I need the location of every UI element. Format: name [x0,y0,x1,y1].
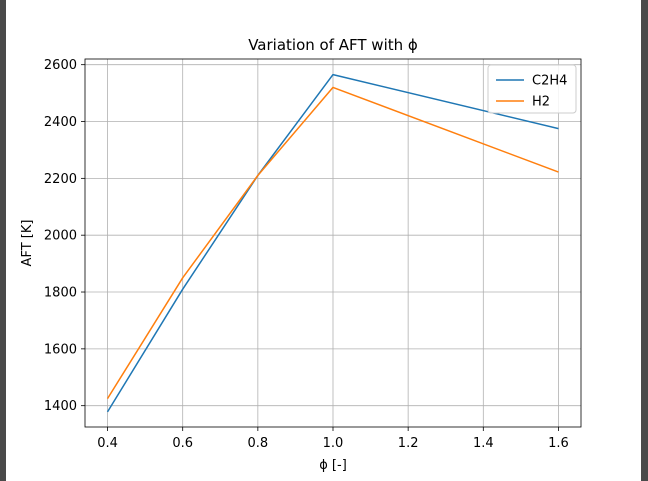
x-tick-label: 1.0 [323,436,344,451]
x-tick-label: 0.8 [248,436,269,451]
x-tick-label: 0.4 [97,436,118,451]
y-tick-label: 2600 [44,58,77,73]
legend-label-h2: H2 [532,95,550,110]
x-axis-label: ϕ [-] [319,458,347,473]
window-border-right [641,0,648,481]
y-axis-label: AFT [K] [20,220,35,267]
y-tick-label: 1600 [44,342,77,357]
x-tick-label: 0.6 [172,436,193,451]
legend-label-c2h4: C2H4 [532,74,567,89]
x-tick-label: 1.2 [398,436,419,451]
axes: 0.4 0.6 0.8 1.0 1.2 1.4 1.6 1400 1600 1800 2000 220… [44,58,582,451]
legend: C2H4 H2 [487,64,577,114]
plot-frame [84,58,582,428]
window-border-left [0,0,6,481]
grid-lines [85,59,581,427]
y-tick-label: 2400 [44,115,77,130]
y-tick-label: 1400 [44,399,77,414]
series-lines [106,73,559,413]
series-line-h2 [106,86,559,399]
y-tick-label: 2200 [44,172,77,187]
y-tick-label: 2000 [44,229,77,244]
y-tick-label: 1800 [44,286,77,301]
chart-title: Variation of AFT with ϕ [248,36,418,54]
x-tick-label: 1.4 [473,436,494,451]
x-tick-label: 1.6 [548,436,569,451]
